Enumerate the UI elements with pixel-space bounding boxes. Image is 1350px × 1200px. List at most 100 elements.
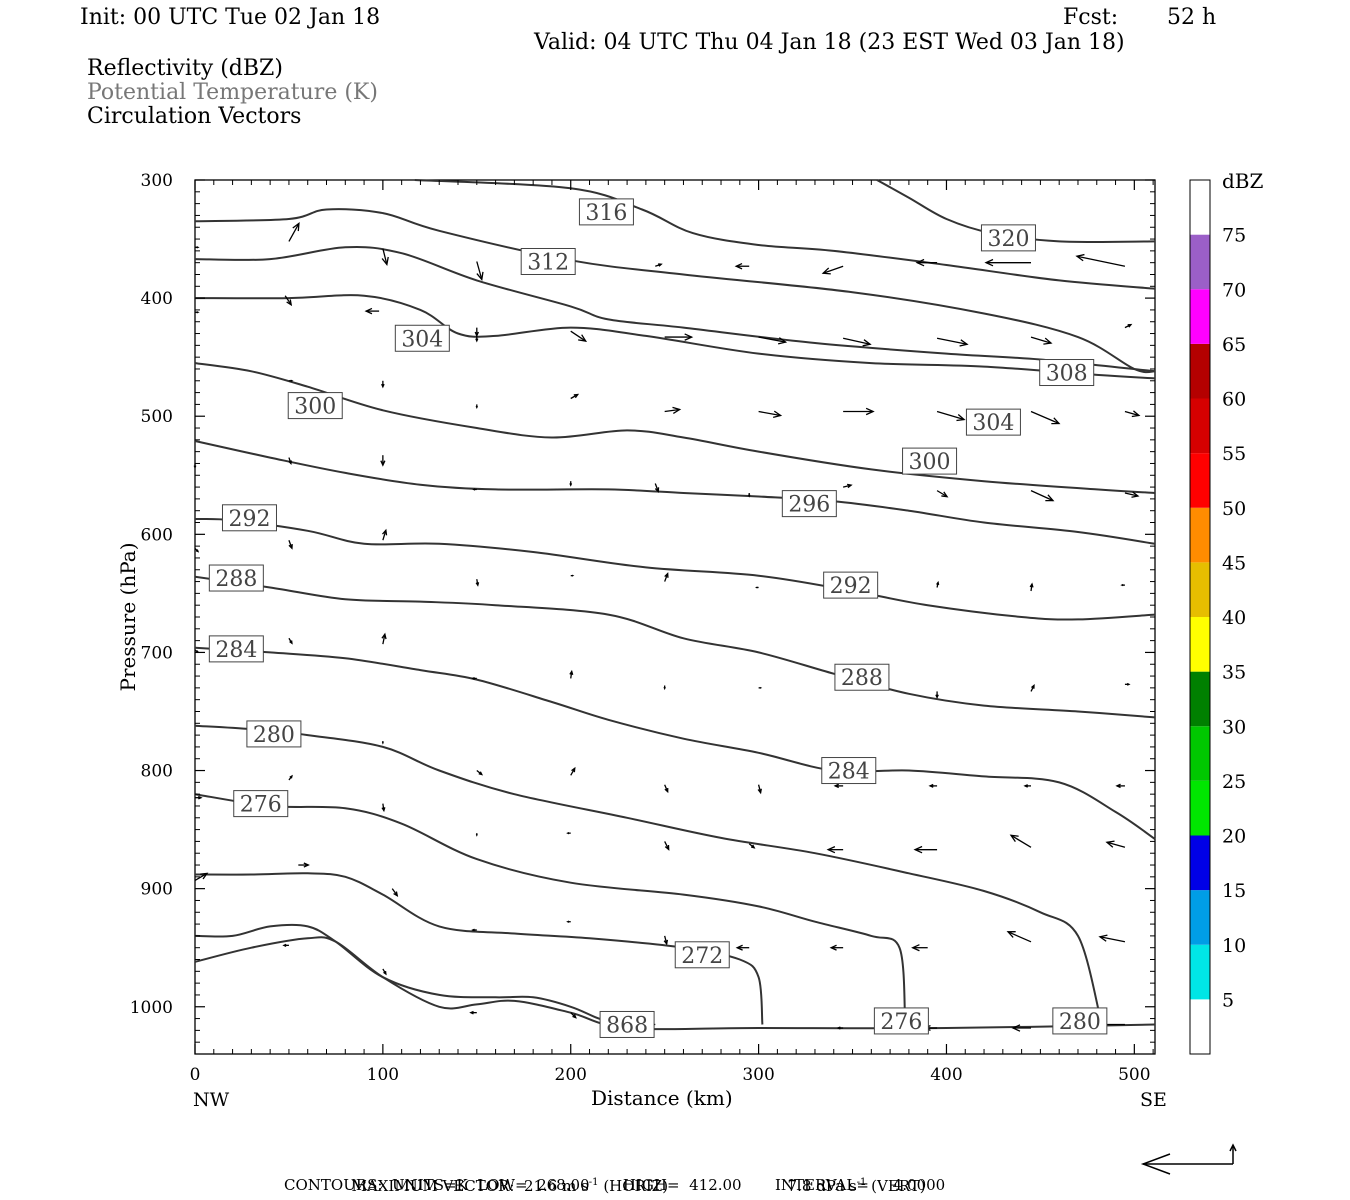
vector-arrow (833, 783, 844, 789)
contour-label: 276 (233, 790, 289, 818)
vector-arrow (570, 1012, 577, 1019)
vector-arrow (195, 795, 203, 800)
colorbar-segment (1190, 890, 1210, 945)
contour-label: 320 (980, 224, 1036, 252)
vector-arrow (655, 263, 663, 267)
contour-272 (194, 872, 764, 1025)
x-tick-label: 400 (930, 1065, 962, 1085)
vector-arrow (1030, 490, 1055, 502)
colorbar-segment (1190, 234, 1210, 290)
contour-label: 284 (821, 757, 877, 785)
colorbar-tick-label: 25 (1222, 771, 1246, 793)
vector-arrow (758, 686, 763, 689)
vector-arrow (1023, 784, 1032, 788)
contour-label-text: 276 (880, 1010, 922, 1035)
contour-296 (194, 440, 1156, 545)
circulation-vectors (193, 222, 1141, 1032)
contour-300 (194, 362, 1156, 494)
vert-exponent: -1 (856, 1177, 867, 1188)
colorbar-frame (1189, 179, 1211, 1055)
x-tick-label: 300 (742, 1065, 774, 1085)
vector-arrow (664, 784, 669, 794)
vector-arrow (936, 337, 969, 347)
vector-arrow (475, 404, 479, 409)
contour-label: 284 (208, 635, 264, 663)
vector-arrow (471, 677, 477, 680)
contour-320 (876, 179, 1156, 244)
colorbar-tick-label: 45 (1222, 552, 1246, 574)
vector-arrow (1120, 583, 1125, 587)
vector-arrow (570, 766, 576, 776)
vector-arrow (928, 783, 938, 788)
vector-arrow (476, 770, 484, 776)
contour-label: 316 (578, 198, 634, 226)
vector-arrow (842, 483, 853, 489)
vector-arrow (476, 261, 484, 282)
contour-label-text: 316 (585, 201, 627, 226)
vector-arrow (364, 307, 380, 315)
colorbar-segment (1190, 780, 1210, 836)
contour-label-text: 276 (240, 793, 282, 818)
vector-arrow (288, 540, 293, 550)
vector-arrow (391, 888, 399, 897)
contour-label-text: 300 (909, 450, 951, 475)
y-axis-label: Pressure (hPa) (116, 542, 140, 692)
contour-label-text: 312 (527, 250, 569, 275)
vector-arrow (935, 691, 939, 699)
vector-arrow (569, 669, 574, 679)
x-tick-label: 0 (190, 1065, 201, 1085)
vector-arrow (734, 262, 750, 270)
colorbar-tick-label: 10 (1222, 935, 1246, 957)
horiz-exponent: -1 (588, 1177, 599, 1188)
contour-label-text: 320 (987, 227, 1029, 252)
init-time: Init: 00 UTC Tue 02 Jan 18 (80, 5, 381, 30)
vector-arrow (1124, 682, 1131, 686)
colorbar-tick-label: 70 (1222, 279, 1246, 301)
vector-arrow (664, 406, 682, 414)
contour-label-text: 308 (1046, 362, 1088, 387)
horiz-unit: (HORIZ) (603, 1177, 669, 1195)
vector-arrow (288, 222, 300, 242)
vector-arrow (194, 548, 200, 553)
contour-label: 300 (902, 447, 958, 475)
colorbar-tick-label: 5 (1222, 989, 1234, 1011)
vector-arrow (664, 333, 694, 341)
y-tick-label: 300 (141, 171, 173, 191)
contour-308 (194, 208, 1156, 374)
vector-arrow (1006, 931, 1032, 943)
field-reflectivity: Reflectivity (dBZ) (87, 56, 283, 81)
contour-label-text: 300 (294, 395, 336, 420)
colorbar-tick-label: 65 (1222, 334, 1246, 356)
contour-label: 272 (674, 941, 730, 969)
forecast-label: Fcst: (1063, 5, 1119, 30)
vector-arrow (913, 845, 938, 854)
contour-label-text: 284 (215, 638, 257, 663)
vector-arrow (1030, 410, 1061, 425)
contour-label: 304 (394, 324, 450, 352)
contour-label: 292 (221, 504, 277, 532)
vector-arrow (1011, 1024, 1032, 1032)
contour-288 (194, 575, 1156, 719)
colorbar-segment (1190, 180, 1210, 235)
vector-arrow (381, 803, 386, 813)
vector-arrow (288, 379, 294, 382)
contour-label: 300 (287, 392, 343, 420)
contour-label: 304 (965, 408, 1021, 436)
colorbar-tick-label: 50 (1222, 498, 1246, 520)
colorbar-tick-label: 20 (1222, 826, 1246, 848)
vector-arrow (1009, 834, 1032, 848)
contour-label: 312 (520, 247, 576, 275)
vector-arrow (284, 295, 293, 307)
max-vector-label: MAXIMUM VECTOR: (351, 1177, 515, 1195)
contours-info: CONTOURS: UNITS=K LOW= 268.00 HIGH= 412.… (284, 1176, 946, 1194)
colorbar-tick-label: 30 (1222, 716, 1246, 738)
vector-arrow (1075, 253, 1126, 267)
x-tick-label: 200 (555, 1065, 587, 1085)
vector-arrow (566, 920, 571, 923)
vector-arrow (654, 483, 660, 494)
axes: 300 400 500 600 700 800 900 1000 0 100 200 300 400 50… (130, 171, 1155, 1085)
contour-label-text: 304 (972, 411, 1014, 436)
y-tick-label: 1000 (130, 998, 173, 1018)
contour-label-text: 304 (401, 327, 443, 352)
contour-label-text: 292 (830, 574, 872, 599)
